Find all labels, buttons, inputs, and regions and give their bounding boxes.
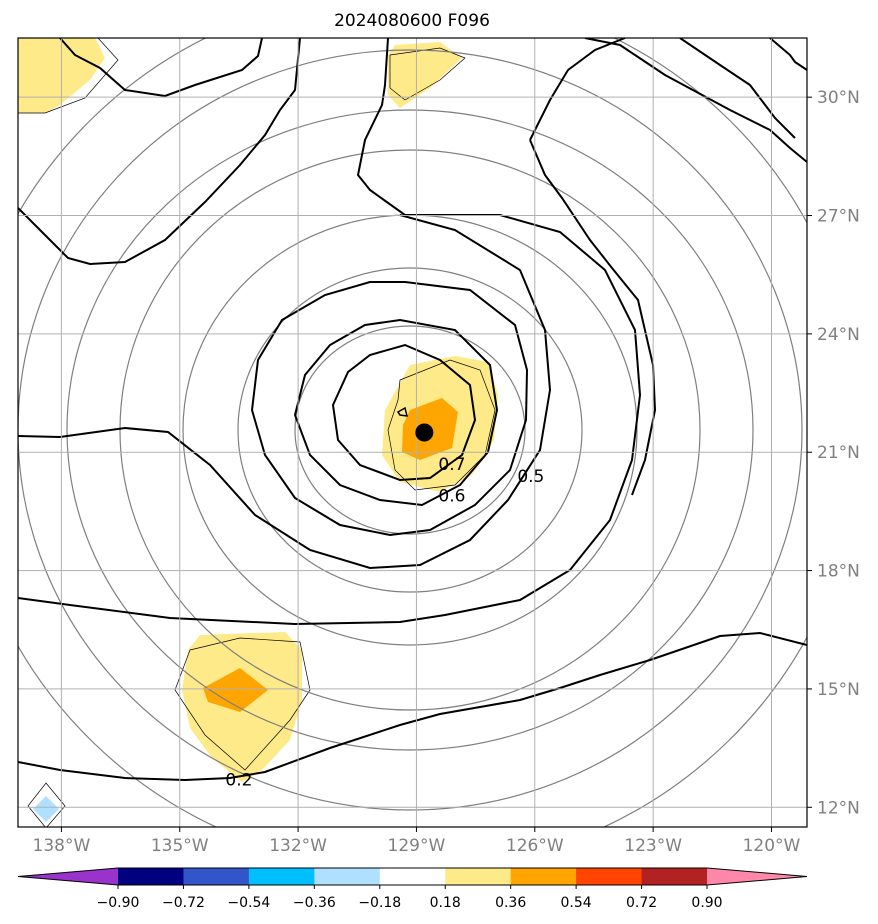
colorbar-segment	[314, 868, 381, 885]
gray-contours	[18, 38, 807, 827]
figure-title: 2024080600 F096	[334, 11, 490, 31]
colorbar-tick-label: 0.54	[561, 895, 592, 911]
colorbar-tick-label: 0.90	[691, 895, 722, 911]
latitude-ticks: 12°N 15°N 18°N 21°N 24°N 27°N 30°N	[807, 88, 860, 818]
colorbar-segment	[183, 868, 250, 885]
colorbar-segment	[248, 868, 315, 885]
storm-center-marker	[415, 423, 434, 442]
lon-tick-label: 120°W	[743, 836, 801, 856]
contour-label: 0.5	[517, 467, 544, 487]
colorbar-tick-label: −0.90	[97, 895, 140, 911]
colorbar-extend-high	[707, 868, 807, 885]
lat-tick-label: 12°N	[817, 798, 860, 818]
colorbar-tick-label: 0.18	[430, 895, 461, 911]
lon-tick-label: 138°W	[33, 836, 91, 856]
black-contours	[18, 38, 807, 782]
map-plot-area: 0.7 0.6 0.5 0.2	[18, 38, 807, 827]
lat-tick-label: 21°N	[817, 443, 860, 463]
lat-tick-label: 15°N	[817, 680, 860, 700]
map-frame	[17, 37, 808, 828]
colorbar-segment	[445, 868, 512, 885]
lat-tick-label: 24°N	[817, 325, 860, 345]
lon-tick-label: 129°W	[388, 836, 446, 856]
lon-tick-label: 123°W	[624, 836, 682, 856]
contour-label: 0.7	[438, 455, 465, 475]
lon-tick-label: 126°W	[506, 836, 564, 856]
contour-labels: 0.7 0.6 0.5 0.2	[225, 455, 544, 791]
colorbar-tick-label: −0.36	[293, 895, 336, 911]
colorbar-tick-label: 0.72	[626, 895, 657, 911]
lat-tick-label: 18°N	[817, 562, 860, 582]
contour-label: 0.2	[225, 771, 252, 791]
colorbar-segment	[510, 868, 577, 885]
lon-tick-label: 135°W	[151, 836, 209, 856]
colorbar-tick-label: −0.72	[162, 895, 205, 911]
colorbar: −0.90 −0.72 −0.54 −0.36 −0.18 0.18 0.36 0.54 0.7…	[17, 867, 808, 911]
colorbar-tick-label: −0.54	[227, 895, 270, 911]
colorbar-segment	[576, 868, 643, 885]
lat-tick-label: 30°N	[817, 88, 860, 108]
graticule	[18, 38, 807, 827]
lat-tick-label: 27°N	[817, 207, 860, 227]
colorbar-tick-label: −0.18	[358, 895, 401, 911]
colorbar-segment	[379, 868, 446, 885]
lon-tick-label: 132°W	[269, 836, 327, 856]
longitude-ticks: 138°W 135°W 132°W 129°W 126°W 123°W 120°W	[33, 827, 801, 856]
colorbar-segment	[641, 868, 708, 885]
colorbar-extend-low	[18, 868, 118, 885]
colorbar-segment	[118, 868, 184, 885]
contour-label: 0.6	[438, 487, 465, 507]
colorbar-tick-label: 0.36	[495, 895, 526, 911]
